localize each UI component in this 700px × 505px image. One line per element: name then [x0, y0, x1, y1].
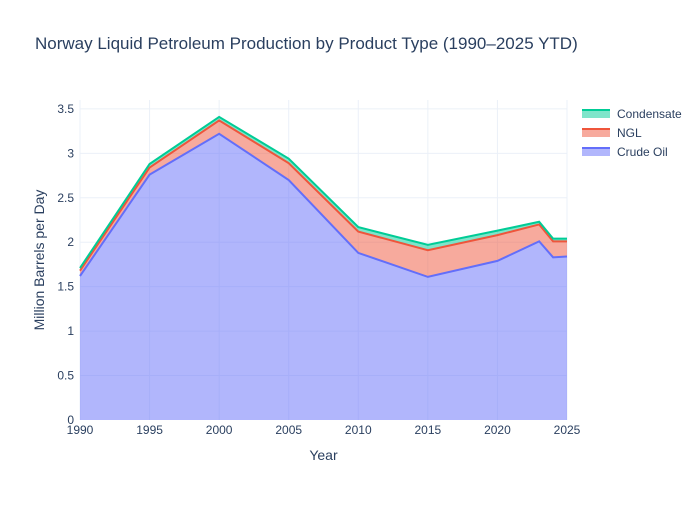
x-tick-label: 2005	[275, 423, 302, 437]
x-tick-label: 2020	[484, 423, 511, 437]
condensate-line	[79, 115, 567, 269]
legend-label: Condensate	[617, 107, 682, 121]
y-tick-label: 0	[67, 413, 74, 427]
x-tick-label: 2000	[206, 423, 233, 437]
legend-swatch	[582, 110, 610, 118]
y-tick-label: 1.5	[57, 280, 74, 294]
crude-oil-line	[79, 132, 568, 278]
x-tick-label: 2010	[345, 423, 372, 437]
y-tick-label: 0.5	[57, 369, 74, 383]
y-axis-title: Million Barrels per Day	[31, 190, 47, 331]
x-tick-label: 1990	[67, 423, 94, 437]
legend-swatch	[582, 148, 610, 156]
legend-swatch	[582, 129, 610, 137]
legend-item-ngl[interactable]: NGL	[582, 126, 642, 140]
legend-label: NGL	[617, 126, 642, 140]
x-tick-label: 2025	[554, 423, 581, 437]
y-tick-label: 1	[67, 324, 74, 338]
y-tick-label: 2	[67, 235, 74, 249]
crude-oil-area	[80, 133, 567, 420]
ngl-line	[79, 119, 567, 272]
x-tick-label: 2015	[415, 423, 442, 437]
y-tick-label: 3	[67, 146, 74, 160]
y-tick-label: 2.5	[57, 191, 74, 205]
chart-title: Norway Liquid Petroleum Production by Pr…	[35, 34, 578, 53]
legend[interactable]: Condensate NGL Crude Oil	[582, 107, 682, 159]
legend-item-crude-oil[interactable]: Crude Oil	[582, 145, 668, 159]
axis-layer: 0 0.5 1 1.5 2 2.5 3 3.5 1990 1995 2000 2005 2010 2015…	[57, 102, 580, 437]
x-axis-title: Year	[309, 447, 338, 463]
legend-item-condensate[interactable]: Condensate	[582, 107, 682, 121]
legend-label: Crude Oil	[617, 145, 668, 159]
x-tick-label: 1995	[136, 423, 163, 437]
y-tick-label: 3.5	[57, 102, 74, 116]
line-layer	[79, 115, 568, 278]
